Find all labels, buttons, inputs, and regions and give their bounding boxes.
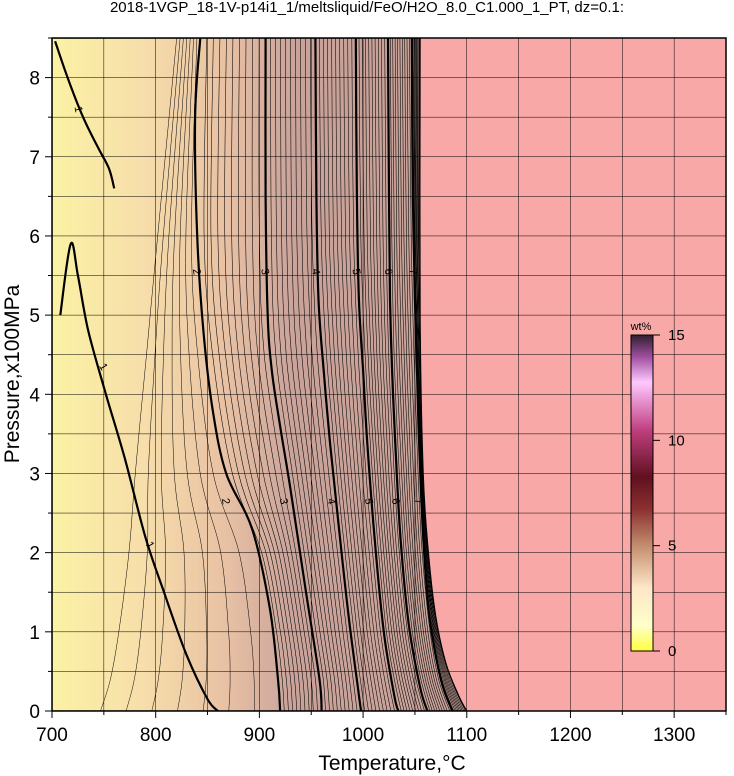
y-tick-label: 2 (29, 544, 40, 565)
x-tick-label: 900 (244, 725, 276, 746)
contour-label: 1 (143, 540, 156, 551)
contour-labels: 1 2 2 3 3 4 4 5 5 6 6 7 7 1 1 (72, 105, 425, 551)
x-axis-ticks: 700 800 900 1000 1100 1200 1300 (36, 711, 727, 746)
y-tick-label: 5 (29, 306, 40, 327)
y-tick-label: 3 (29, 464, 40, 485)
x-tick-label: 1300 (653, 725, 695, 746)
contour-label: 5 (349, 268, 362, 276)
x-tick-label: 700 (36, 725, 68, 746)
contour-label: 2 (190, 268, 203, 276)
y-axis-ticks: 0 1 2 3 4 5 6 7 8 (29, 37, 52, 723)
contour-label: 1 (72, 105, 85, 113)
y-tick-label: 7 (29, 148, 40, 169)
y-tick-label: 4 (29, 385, 40, 406)
y-tick-label: 1 (29, 623, 40, 644)
contour-label: 6 (382, 268, 395, 276)
y-tick-label: 6 (29, 227, 40, 248)
chart-title: 2018-1VGP_18-1V-p14i1_1/meltsliquid/FeO/… (109, 0, 625, 16)
contour-label: 5 (362, 497, 375, 505)
colorbar-tick-label: 10 (668, 432, 685, 449)
contour-line-2 (193, 38, 282, 711)
colorbar-title: wt% (630, 321, 652, 333)
y-tick-label: 8 (29, 69, 40, 90)
colorbar: wt% 0 5 10 15 (630, 321, 685, 660)
contour-line-1 (54, 40, 116, 189)
contour-label: 2 (219, 497, 232, 505)
colorbar-tick-label: 0 (668, 643, 676, 660)
x-tick-label: 1200 (549, 725, 591, 746)
y-tick-label: 0 (29, 702, 40, 723)
contour-label: 6 (389, 497, 402, 505)
colorbar-gradient (630, 334, 654, 652)
colorbar-tick-label: 15 (668, 327, 685, 344)
x-tick-label: 1100 (446, 725, 487, 746)
contour-label: 4 (309, 268, 322, 276)
contour-label: 7 (406, 268, 419, 276)
contour-label: 7 (412, 497, 425, 505)
colorbar-ticks: 0 5 10 15 (653, 327, 685, 660)
y-axis-label: Pressure,x100MPa (1, 284, 24, 463)
colorbar-tick-label: 5 (668, 538, 676, 555)
contour-label: 4 (325, 497, 338, 505)
contour-label: 3 (258, 268, 271, 276)
contour-line-1-lower (59, 241, 219, 711)
contour-label: 1 (96, 361, 109, 372)
plot-frame (51, 37, 727, 712)
x-tick-label: 1000 (342, 725, 384, 746)
contour-label: 3 (277, 497, 290, 505)
x-tick-label: 800 (140, 725, 172, 746)
x-axis-label: Temperature,°C (318, 752, 465, 775)
